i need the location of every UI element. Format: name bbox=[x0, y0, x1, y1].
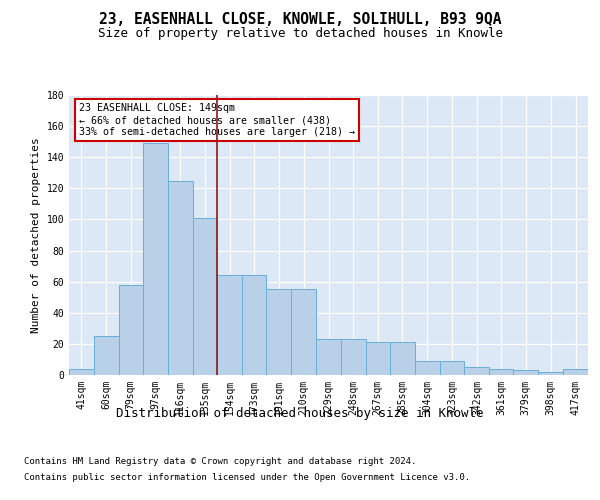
Bar bbox=[94, 336, 119, 375]
Bar bbox=[366, 342, 389, 375]
Bar bbox=[563, 369, 588, 375]
Bar bbox=[389, 342, 415, 375]
Bar bbox=[513, 370, 538, 375]
Bar bbox=[316, 339, 341, 375]
Text: 23, EASENHALL CLOSE, KNOWLE, SOLIHULL, B93 9QA: 23, EASENHALL CLOSE, KNOWLE, SOLIHULL, B… bbox=[99, 12, 501, 28]
Text: Size of property relative to detached houses in Knowle: Size of property relative to detached ho… bbox=[97, 28, 503, 40]
Bar bbox=[266, 290, 291, 375]
Text: Distribution of detached houses by size in Knowle: Distribution of detached houses by size … bbox=[116, 408, 484, 420]
Bar bbox=[538, 372, 563, 375]
Bar bbox=[415, 361, 440, 375]
Bar bbox=[193, 218, 217, 375]
Bar bbox=[490, 369, 513, 375]
Bar bbox=[167, 180, 193, 375]
Bar bbox=[119, 285, 143, 375]
Bar bbox=[143, 143, 167, 375]
Bar bbox=[440, 361, 464, 375]
Bar bbox=[217, 276, 242, 375]
Bar bbox=[341, 339, 366, 375]
Y-axis label: Number of detached properties: Number of detached properties bbox=[31, 137, 41, 333]
Bar bbox=[242, 276, 266, 375]
Bar bbox=[291, 290, 316, 375]
Bar bbox=[69, 369, 94, 375]
Text: 23 EASENHALL CLOSE: 149sqm
← 66% of detached houses are smaller (438)
33% of sem: 23 EASENHALL CLOSE: 149sqm ← 66% of deta… bbox=[79, 104, 355, 136]
Bar bbox=[464, 367, 490, 375]
Text: Contains HM Land Registry data © Crown copyright and database right 2024.: Contains HM Land Registry data © Crown c… bbox=[24, 458, 416, 466]
Text: Contains public sector information licensed under the Open Government Licence v3: Contains public sector information licen… bbox=[24, 472, 470, 482]
